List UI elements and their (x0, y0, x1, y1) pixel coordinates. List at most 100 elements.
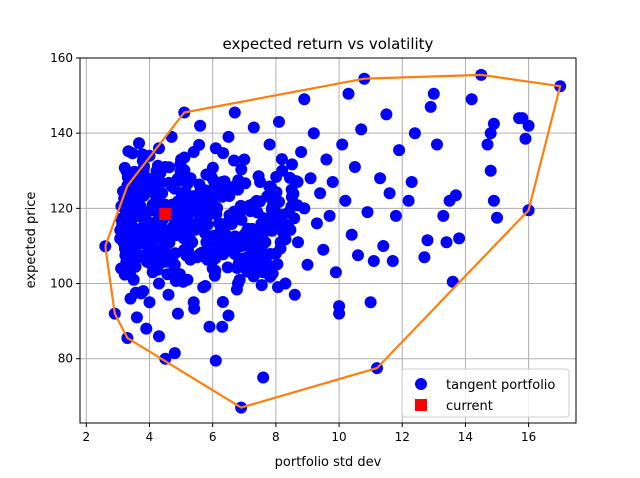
scatter-point (128, 165, 141, 178)
scatter-point (345, 228, 358, 241)
scatter-point (233, 273, 246, 286)
current-marker (159, 207, 172, 220)
scatter-point (377, 240, 390, 252)
scatter-point (339, 194, 352, 207)
x-tick-label: 10 (331, 430, 346, 444)
scatter-point (449, 189, 462, 202)
scatter-point (171, 307, 184, 320)
scatter-point (153, 277, 165, 290)
scatter-point (320, 153, 333, 166)
scatter-point (230, 283, 243, 296)
y-tick-label: 120 (50, 201, 73, 215)
scatter-point (182, 200, 195, 213)
y-axis-label: expected price (24, 192, 39, 289)
y-tick-label: 160 (50, 51, 73, 65)
scatter-point (133, 137, 145, 150)
legend-label-current: current (446, 399, 493, 414)
scatter-point (118, 268, 131, 281)
scatter-point (292, 236, 304, 249)
scatter-point (418, 251, 431, 264)
scatter-point (247, 121, 260, 134)
scatter-point (263, 138, 276, 151)
scatter-point (163, 161, 176, 174)
scatter-point (246, 198, 259, 211)
scatter-point (216, 320, 229, 333)
scatter-point (431, 138, 443, 151)
scatter-point (120, 219, 133, 232)
scatter-point (228, 106, 241, 119)
scatter-point (235, 213, 248, 226)
scatter-point (153, 330, 165, 343)
plot-frame (79, 57, 577, 424)
chart-title: expected return vs volatility (223, 35, 434, 53)
scatter-point (484, 127, 497, 140)
y-ticks: 80 100 120 140 160 (50, 51, 80, 366)
x-axis-label: portfolio std dev (275, 455, 382, 470)
scatter-point (481, 138, 494, 151)
scatter-point (380, 108, 393, 121)
scatter-point (389, 209, 402, 222)
scatter-point (342, 87, 355, 100)
scatter-point (155, 248, 168, 260)
scatter-point (262, 217, 275, 230)
scatter-point (519, 132, 532, 145)
x-tick-label: 2 (82, 430, 90, 444)
scatter-point (124, 197, 137, 210)
scatter-point (317, 243, 330, 256)
scatter-point (188, 302, 201, 315)
scatter-point (159, 352, 172, 365)
scatter-point (240, 263, 253, 276)
scatter-point (184, 190, 197, 203)
scatter-point (140, 322, 153, 335)
scatter-point (166, 198, 179, 211)
scatter-point (221, 261, 234, 274)
scatter-point (336, 138, 349, 151)
scatter-point (272, 212, 285, 224)
scatter-point (323, 209, 336, 222)
scatter-point (288, 212, 301, 225)
legend-marker-current (415, 399, 427, 411)
scatter-point (307, 127, 320, 140)
scatter-point (270, 170, 283, 183)
scatter-point (257, 371, 270, 384)
scatter-point (348, 161, 361, 173)
scatter-point (221, 188, 234, 201)
scatter-point (199, 280, 212, 292)
scatter-point (129, 286, 142, 299)
hull-line (104, 73, 562, 409)
scatter-point (273, 115, 285, 128)
scatter-point (288, 288, 301, 301)
scatter-point (440, 236, 453, 249)
scatter-point (134, 187, 147, 200)
scatter-point (209, 354, 222, 367)
scatter-point (271, 258, 284, 271)
scatter-point (229, 230, 241, 243)
scatter-point (272, 281, 284, 294)
scatter-point (217, 147, 230, 160)
x-tick-label: 6 (209, 430, 217, 444)
scatter-point (487, 194, 500, 207)
scatter-point (206, 161, 219, 174)
scatter-point (329, 266, 342, 279)
scatter-point (291, 175, 304, 188)
scatter-point (361, 206, 374, 219)
scatter-point (128, 253, 141, 266)
scatter-point (122, 242, 135, 255)
scatter-point (182, 247, 194, 260)
x-tick-label: 12 (395, 430, 410, 444)
scatter-point (402, 194, 415, 207)
scatter-point (143, 296, 156, 309)
scatter-point (224, 213, 237, 225)
scatter-point (298, 93, 311, 106)
scatter-point (286, 158, 298, 171)
scatter-point (304, 172, 317, 185)
scatter-point (352, 249, 364, 262)
scatter-point (149, 222, 162, 235)
scatter-point (259, 255, 272, 268)
scatter-point (208, 238, 221, 251)
scatter-point (161, 268, 174, 281)
scatter-point (201, 247, 214, 260)
scatter-point (163, 176, 175, 189)
x-tick-label: 14 (458, 430, 473, 444)
